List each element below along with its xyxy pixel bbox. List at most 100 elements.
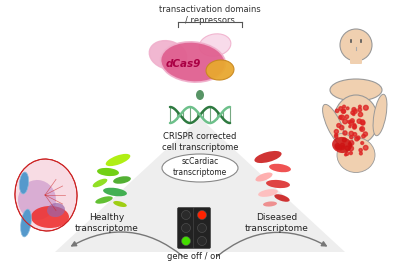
- Point: [347, 142, 353, 146]
- Point: [348, 121, 355, 125]
- Text: dCas9: dCas9: [165, 59, 201, 69]
- Point: [334, 145, 341, 150]
- Point: [352, 109, 358, 114]
- Point: [342, 153, 349, 157]
- Point: [342, 119, 348, 124]
- Ellipse shape: [15, 159, 77, 231]
- Ellipse shape: [330, 79, 382, 101]
- Ellipse shape: [21, 209, 31, 237]
- Ellipse shape: [373, 94, 387, 136]
- Ellipse shape: [20, 172, 28, 194]
- Ellipse shape: [269, 164, 291, 172]
- Point: [362, 132, 368, 136]
- Point: [336, 123, 342, 128]
- Point: [348, 151, 354, 155]
- Ellipse shape: [322, 104, 346, 146]
- Text: Healthy
transcriptome: Healthy transcriptome: [75, 213, 139, 233]
- Point: [346, 120, 352, 124]
- Point: [348, 131, 354, 136]
- Text: gene off / on: gene off / on: [167, 252, 221, 261]
- Point: [356, 119, 362, 123]
- Point: [341, 105, 347, 109]
- Point: [355, 136, 362, 140]
- Point: [360, 134, 367, 138]
- Point: [338, 147, 344, 151]
- Point: [359, 127, 365, 131]
- Circle shape: [198, 236, 206, 245]
- Ellipse shape: [254, 151, 282, 163]
- Point: [350, 111, 356, 115]
- Ellipse shape: [263, 201, 277, 207]
- Point: [338, 125, 345, 130]
- Point: [340, 145, 346, 150]
- Circle shape: [198, 210, 206, 219]
- Ellipse shape: [95, 196, 113, 204]
- Circle shape: [340, 29, 372, 61]
- Point: [352, 132, 358, 136]
- Point: [338, 106, 344, 111]
- Point: [348, 135, 354, 140]
- Point: [359, 120, 366, 124]
- Ellipse shape: [334, 95, 378, 145]
- Point: [350, 112, 357, 116]
- Circle shape: [182, 224, 190, 233]
- Text: scCardiac
transcriptome: scCardiac transcriptome: [173, 157, 227, 177]
- Point: [349, 119, 356, 123]
- Ellipse shape: [93, 179, 107, 187]
- Point: [352, 124, 358, 129]
- Point: [334, 144, 340, 148]
- Point: [356, 108, 363, 112]
- Point: [334, 109, 340, 113]
- Point: [339, 143, 346, 148]
- FancyBboxPatch shape: [178, 207, 194, 248]
- Point: [358, 127, 365, 131]
- Point: [354, 137, 360, 141]
- Ellipse shape: [266, 180, 290, 188]
- Point: [359, 141, 366, 145]
- Circle shape: [198, 224, 206, 233]
- Point: [347, 124, 353, 129]
- Point: [351, 107, 357, 112]
- Ellipse shape: [106, 154, 130, 166]
- Point: [344, 152, 350, 156]
- Point: [333, 133, 339, 137]
- Point: [340, 109, 347, 114]
- Ellipse shape: [206, 60, 234, 80]
- Point: [357, 112, 364, 117]
- Ellipse shape: [337, 138, 375, 173]
- Point: [344, 115, 350, 119]
- Point: [351, 125, 358, 130]
- Ellipse shape: [258, 189, 278, 197]
- Text: transactivation domains
/ repressors: transactivation domains / repressors: [159, 5, 261, 25]
- Circle shape: [182, 210, 190, 219]
- Point: [348, 141, 355, 145]
- Ellipse shape: [18, 180, 56, 220]
- Point: [342, 131, 348, 135]
- Ellipse shape: [199, 34, 231, 56]
- Text: Diseased
transcriptome: Diseased transcriptome: [245, 213, 309, 233]
- Ellipse shape: [31, 206, 69, 228]
- Ellipse shape: [160, 42, 226, 82]
- Ellipse shape: [149, 41, 187, 69]
- Point: [337, 115, 344, 120]
- Ellipse shape: [196, 90, 204, 100]
- Ellipse shape: [335, 133, 353, 146]
- Point: [360, 121, 366, 125]
- Point: [362, 146, 369, 150]
- FancyBboxPatch shape: [194, 207, 210, 248]
- Circle shape: [182, 236, 190, 245]
- Point: [358, 148, 364, 152]
- Ellipse shape: [274, 194, 290, 202]
- Text: CRISPR corrected
cell transcriptome: CRISPR corrected cell transcriptome: [162, 132, 238, 152]
- Point: [363, 106, 369, 110]
- Point: [339, 115, 345, 120]
- Point: [358, 151, 364, 156]
- Point: [357, 105, 363, 109]
- Ellipse shape: [256, 173, 272, 182]
- Point: [333, 129, 340, 134]
- Point: [344, 146, 350, 150]
- Point: [348, 146, 354, 151]
- Ellipse shape: [113, 201, 127, 207]
- Polygon shape: [55, 118, 345, 252]
- Ellipse shape: [47, 203, 65, 217]
